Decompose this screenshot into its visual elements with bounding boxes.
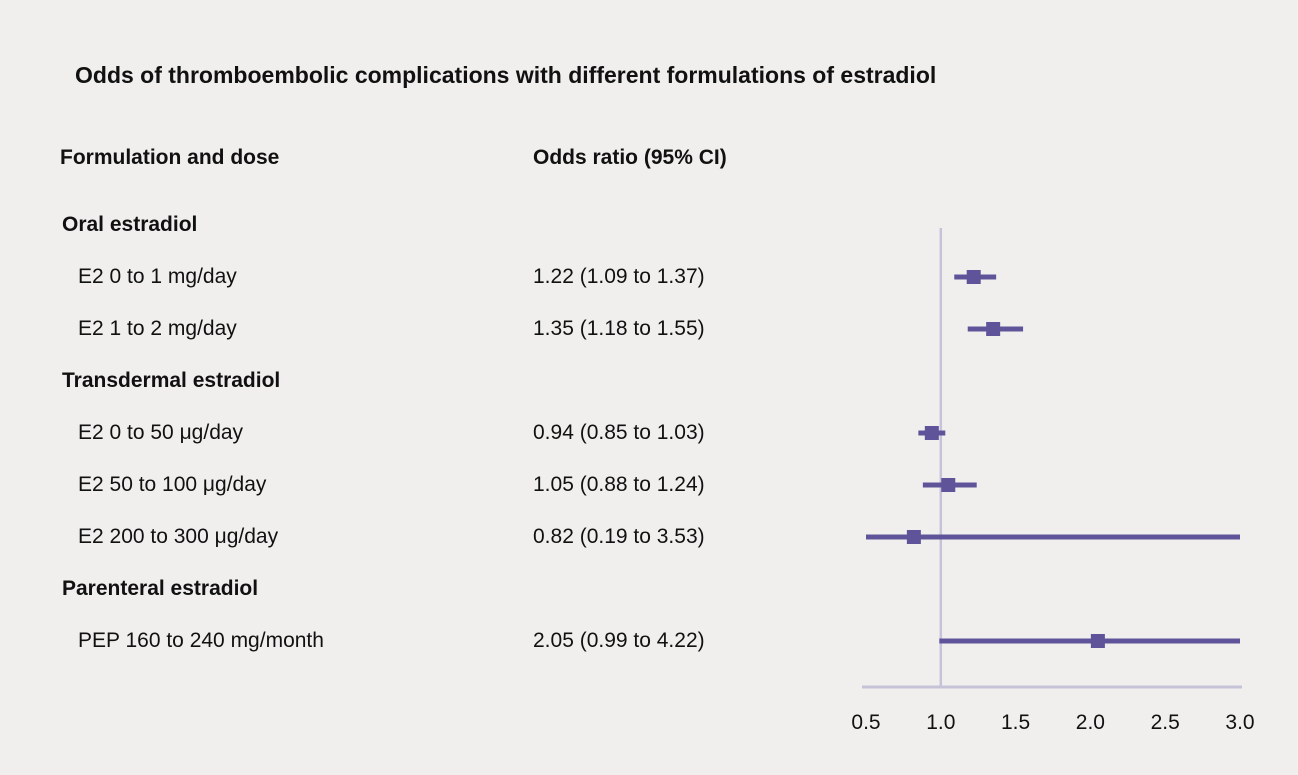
x-tick-label: 0.5 — [851, 711, 880, 734]
x-tick-label: 2.5 — [1151, 711, 1180, 734]
item-row: E2 1 to 2 mg/day 1.35 (1.18 to 1.55) — [0, 303, 860, 355]
rows-container: Oral estradiol E2 0 to 1 mg/day 1.22 (1.09… — [0, 199, 860, 667]
odds-ratio-value: 2.05 (0.99 to 4.22) — [533, 629, 705, 652]
odds-ratio-value: 0.94 (0.85 to 1.03) — [533, 421, 705, 444]
estimate-marker — [906, 530, 921, 544]
group-row: Oral estradiol — [0, 199, 860, 251]
item-label: E2 0 to 50 μg/day — [78, 421, 244, 444]
estimate-marker — [924, 426, 939, 440]
item-label: E2 0 to 1 mg/day — [78, 265, 237, 288]
item-row: E2 50 to 100 μg/day 1.05 (0.88 to 1.24) — [0, 459, 860, 511]
x-tick-label: 1.0 — [926, 711, 955, 734]
group-row: Parenteral estradiol — [0, 563, 860, 615]
group-label: Transdermal estradiol — [62, 369, 281, 392]
odds-ratio-value: 1.35 (1.18 to 1.55) — [533, 317, 705, 340]
estimate-marker — [986, 322, 1001, 336]
column-header-formulation: Formulation and dose — [60, 146, 280, 169]
item-label: E2 200 to 300 μg/day — [78, 525, 279, 548]
group-label: Oral estradiol — [62, 213, 198, 236]
item-label: E2 50 to 100 μg/day — [78, 473, 267, 496]
column-headers: Formulation and dose Odds ratio (95% CI) — [0, 146, 1298, 176]
estimate-marker — [1090, 634, 1105, 648]
group-row: Transdermal estradiol — [0, 355, 860, 407]
odds-ratio-value: 1.05 (0.88 to 1.24) — [533, 473, 705, 496]
estimate-marker — [966, 270, 981, 284]
item-row: E2 0 to 50 μg/day 0.94 (0.85 to 1.03) — [0, 407, 860, 459]
figure-title: Odds of thromboembolic complications wit… — [75, 62, 937, 88]
group-label: Parenteral estradiol — [62, 577, 259, 600]
item-row: PEP 160 to 240 mg/month 2.05 (0.99 to 4.2… — [0, 615, 860, 667]
item-row: E2 200 to 300 μg/day 0.82 (0.19 to 3.53) — [0, 511, 860, 563]
x-tick-label: 3.0 — [1225, 711, 1254, 734]
item-row: E2 0 to 1 mg/day 1.22 (1.09 to 1.37) — [0, 251, 860, 303]
x-tick-label: 1.5 — [1001, 711, 1030, 734]
estimate-marker — [941, 478, 956, 492]
item-label: PEP 160 to 240 mg/month — [78, 629, 324, 652]
odds-ratio-value: 1.22 (1.09 to 1.37) — [533, 265, 705, 288]
column-header-odds-ratio: Odds ratio (95% CI) — [533, 146, 727, 169]
odds-ratio-value: 0.82 (0.19 to 3.53) — [533, 525, 705, 548]
item-label: E2 1 to 2 mg/day — [78, 317, 237, 340]
x-tick-label: 2.0 — [1076, 711, 1105, 734]
